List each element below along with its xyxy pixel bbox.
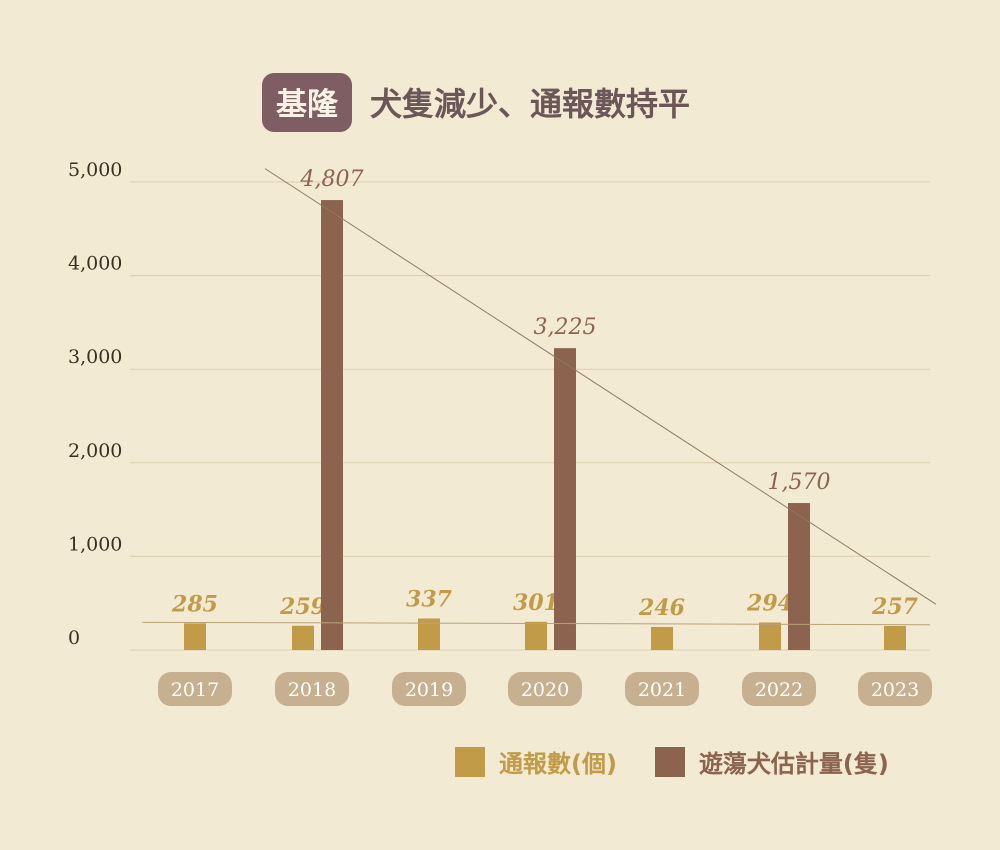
y-tick-label-0: 0 [68, 627, 80, 649]
x-tick-label-2019: 2019 [405, 679, 453, 701]
title-badge: 基隆 [262, 72, 352, 132]
bar-reports-2020 [525, 621, 547, 650]
year-pill-2017 [158, 672, 232, 706]
x-tick-label-2020: 2020 [521, 679, 569, 701]
y-tick-label-1000: 1,000 [68, 533, 122, 555]
bar-reports-2019 [418, 618, 440, 650]
legend-item-reports: 通報數(個) [455, 744, 617, 779]
legend-item-dogs: 遊蕩犬估計量(隻) [654, 744, 889, 779]
bar-reports-2021 [651, 626, 673, 650]
chart-title: 基隆 犬隻減少、通報數持平 [262, 72, 691, 132]
x-tick-label-2023: 2023 [871, 679, 919, 701]
year-pill-2019 [392, 672, 466, 706]
data-label-reports-2021: 246 [638, 595, 685, 621]
legend-swatch-dogs [654, 746, 685, 777]
bar-reports-2018 [292, 625, 314, 650]
year-pill-2023 [858, 672, 932, 706]
data-label-dogs-2022: 1,570 [768, 470, 831, 495]
data-label-dogs-2020: 3,225 [534, 315, 597, 340]
data-label-reports-2019: 337 [406, 586, 453, 612]
year-pill-2021 [625, 672, 699, 706]
year-pill-2022 [742, 672, 816, 706]
data-label-dogs-2018: 4,807 [300, 167, 364, 192]
y-tick-label-3000: 3,000 [68, 346, 122, 368]
bar-dogs-2018 [321, 200, 343, 650]
data-label-reports-2018: 259 [279, 594, 326, 620]
y-tick-label-4000: 4,000 [68, 253, 122, 275]
bar-reports-2017 [184, 623, 206, 650]
bar-reports-2023 [884, 625, 906, 650]
bar-reports-2022 [759, 622, 781, 650]
y-tick-label-5000: 5,000 [68, 159, 122, 181]
legend: 通報數(個) 遊蕩犬估計量(隻) [455, 744, 927, 779]
data-label-reports-2023: 257 [871, 594, 919, 620]
legend-swatch-reports [455, 746, 485, 777]
legend-label-dogs: 遊蕩犬估計量(隻) [698, 750, 889, 778]
data-label-reports-2022: 294 [746, 590, 793, 616]
data-label-reports-2017: 285 [171, 591, 218, 617]
bar-dogs-2020 [554, 348, 576, 650]
legend-label-reports: 通報數(個) [499, 750, 617, 778]
year-pill-2018 [275, 672, 349, 706]
x-tick-label-2017: 2017 [171, 679, 219, 701]
x-tick-label-2018: 2018 [288, 679, 336, 701]
x-tick-label-2022: 2022 [755, 679, 803, 701]
trendline-dogs [264, 168, 937, 605]
title-text: 犬隻減少、通報數持平 [370, 85, 691, 123]
x-tick-label-2021: 2021 [638, 679, 686, 701]
year-pill-2020 [508, 672, 582, 706]
data-label-reports-2020: 301 [513, 590, 559, 616]
trendline-reports [142, 621, 931, 626]
y-tick-label-2000: 2,000 [68, 440, 122, 462]
bar-dogs-2022 [788, 503, 810, 650]
